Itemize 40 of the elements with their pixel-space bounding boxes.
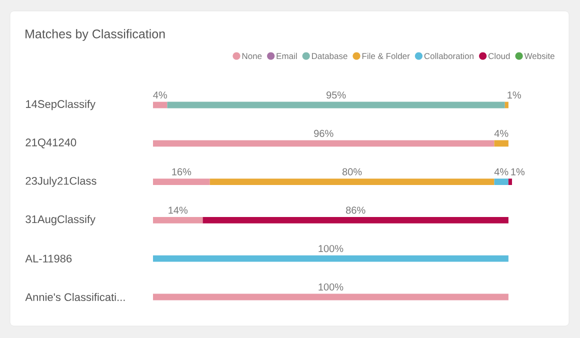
data-label: 1% [508,92,521,99]
bar [167,102,505,108]
bar [153,294,508,300]
bar [153,217,203,224]
y-tick-label: 23July21Class [26,176,96,187]
data-label: 86% [346,206,366,214]
y-tick-label: 14SepClassify [26,100,96,110]
legend-label: Email [276,52,297,60]
legend-label: Collaboration [424,52,474,60]
data-label: 100% [318,283,344,291]
bar [153,255,508,262]
bar [153,102,168,108]
legend-label: Cloud [488,52,510,60]
data-label: 14% [168,206,188,214]
data-label: 4% [153,92,167,99]
data-label: 100% [318,245,344,252]
y-tick-label: AL-11986 [25,254,72,262]
data-label: 80% [342,168,362,176]
legend-label: Website [524,52,554,60]
y-tick-label: Annie's Classificati... [25,292,125,302]
bar [494,178,508,186]
bar [153,178,210,186]
bar [153,140,494,147]
legend-label: None [242,53,262,60]
data-label: 16% [172,168,192,176]
bar [494,140,508,147]
data-label: 95% [326,91,346,99]
data-label: 4% [494,130,508,137]
data-label: 4% [494,168,508,176]
y-tick-label: 31AugClassify [26,215,96,226]
bar [504,102,508,108]
bar [508,178,512,186]
bar [210,178,494,186]
y-tick-label: 21Q41240 [26,138,76,148]
data-label: 1% [511,168,525,176]
data-label: 96% [314,130,334,137]
chart-title: Matches by Classification [26,29,165,41]
legend-label: Database [312,52,348,60]
legend-label: File & Folder [362,52,410,60]
bar [202,217,508,224]
